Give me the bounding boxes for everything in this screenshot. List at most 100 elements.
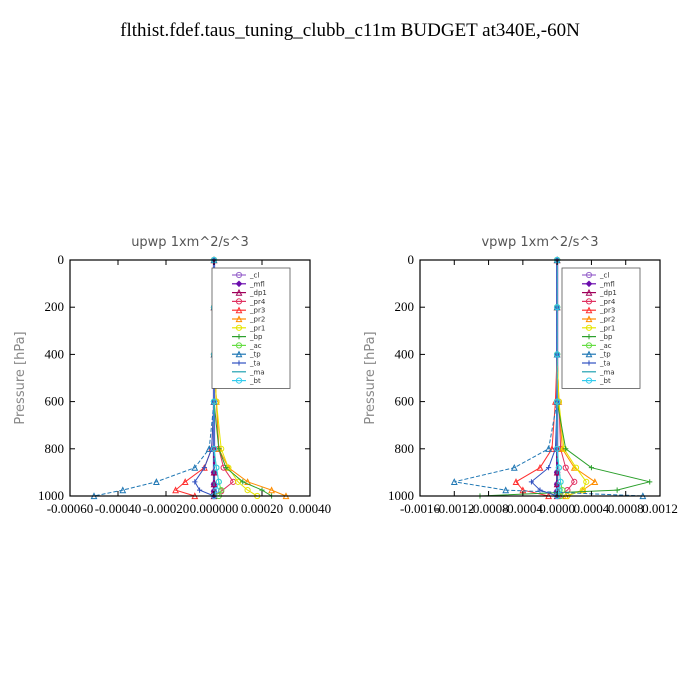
legend-entry: _pr2 <box>232 315 265 324</box>
legend-label: _ma <box>249 368 265 376</box>
legend-entry: _bp <box>232 333 263 341</box>
legend-marker <box>585 280 593 288</box>
data-point <box>557 478 564 485</box>
x-tick-label: -0.00060 <box>47 501 94 516</box>
legend-marker <box>235 298 243 305</box>
data-point <box>192 479 198 485</box>
legend-label: _ac <box>599 342 612 350</box>
y-tick-label: 600 <box>45 394 65 409</box>
legend-entry: _pr4 <box>232 298 266 306</box>
legend-entry: _pr3 <box>582 306 615 315</box>
legend-marker <box>585 288 593 296</box>
x-tick-label: 0.0004 <box>574 501 610 516</box>
data-point <box>583 478 590 485</box>
data-point <box>647 479 653 485</box>
legend-marker <box>586 360 592 366</box>
legend-entry: _ac <box>232 342 262 350</box>
data-point <box>502 486 510 494</box>
data-point <box>579 487 586 494</box>
legend-box <box>561 267 641 389</box>
y-tick-label: 1000 <box>38 488 64 503</box>
series-line <box>194 260 215 497</box>
legend-entry: _pr2 <box>582 315 615 324</box>
data-point <box>537 487 543 493</box>
legend-marker <box>235 324 243 331</box>
x-tick-label: 0.0008 <box>608 501 644 516</box>
data-point <box>571 478 578 485</box>
chart-1: upwp 1xm^2/s^3 Pressure [hPa] 0 200 400 600 80… <box>13 235 331 516</box>
plot-frame <box>69 259 311 497</box>
legend-marker <box>235 350 243 358</box>
legend-marker <box>585 306 593 314</box>
legend-entry: _bt <box>232 377 261 385</box>
legend-label: _bp <box>599 333 613 341</box>
data-point <box>152 478 160 485</box>
data-point <box>555 464 562 471</box>
chart-2: vpwp 1xm^2/s^3 Pressure [hPa] 0 200 400 600 80… <box>363 235 678 516</box>
data-point <box>588 465 595 471</box>
data-point <box>545 465 552 471</box>
data-point <box>510 463 518 471</box>
legend-entry: _tp <box>232 350 261 359</box>
legend-marker <box>236 334 242 340</box>
legend-marker <box>235 342 243 349</box>
legend-entry: _mfl <box>232 280 265 288</box>
legend-entry: _dp1 <box>232 288 267 297</box>
x-tick-label: 0.00020 <box>241 501 283 516</box>
x-tick-label: 0.000000 <box>190 501 239 516</box>
legend-marker <box>235 271 243 279</box>
legend-marker <box>585 342 593 349</box>
legend-marker <box>235 377 243 384</box>
legend-label: _pr3 <box>599 307 615 315</box>
legend-marker <box>585 315 593 323</box>
series-tp <box>90 256 218 500</box>
legend-label: _ta <box>249 360 261 368</box>
data-point <box>240 479 246 485</box>
data-point <box>545 445 552 452</box>
legend-marker <box>585 271 593 279</box>
x-tick-label: -0.00020 <box>143 501 190 516</box>
legend-marker <box>585 377 593 384</box>
data-point <box>512 478 520 485</box>
legend-label: _bp <box>249 333 263 341</box>
legend-label: _ta <box>599 360 611 368</box>
legend-entry: _pr3 <box>232 306 265 315</box>
series-ta <box>528 257 560 499</box>
legend-entry: _pr4 <box>582 298 616 306</box>
legend: _cl_mfl_dp1_pr4_pr3_pr2_pr1_bp_ac_tp_ta_… <box>211 267 291 389</box>
legend-label: _pr2 <box>249 316 265 324</box>
legend-entry: _bt <box>582 377 611 385</box>
data-point <box>268 486 276 494</box>
data-point <box>213 464 220 471</box>
legend-box <box>211 267 291 389</box>
data-point <box>191 463 199 471</box>
data-point <box>244 487 251 494</box>
legend-label: _ac <box>249 342 262 350</box>
y-tick-label: 400 <box>45 346 65 361</box>
data-point <box>244 478 252 485</box>
legend-entry: _tp <box>582 350 611 359</box>
legend-marker <box>236 360 242 366</box>
series-line <box>93 260 215 497</box>
legend-label: _pr4 <box>599 298 616 306</box>
data-point <box>201 465 207 471</box>
data-point <box>223 465 229 471</box>
data-point <box>172 486 180 494</box>
data-point <box>119 486 127 494</box>
data-point <box>555 487 562 494</box>
legend-label: _cl <box>249 272 259 280</box>
series-line <box>174 260 215 497</box>
x-tick-label: -0.00040 <box>95 501 142 516</box>
series-pr3 <box>172 256 218 500</box>
legend-marker <box>235 280 243 288</box>
legend-label: _pr2 <box>599 316 615 324</box>
legend-entry: _cl <box>232 272 259 280</box>
data-point <box>215 478 222 485</box>
x-tick-label: -0.0008 <box>469 501 509 516</box>
legend-marker <box>585 350 593 358</box>
legend-label: _tp <box>599 351 611 359</box>
x-tick-label: 0.00040 <box>289 501 331 516</box>
data-point <box>197 487 203 493</box>
data-point <box>181 478 189 485</box>
legend-label: _pr1 <box>249 324 265 332</box>
